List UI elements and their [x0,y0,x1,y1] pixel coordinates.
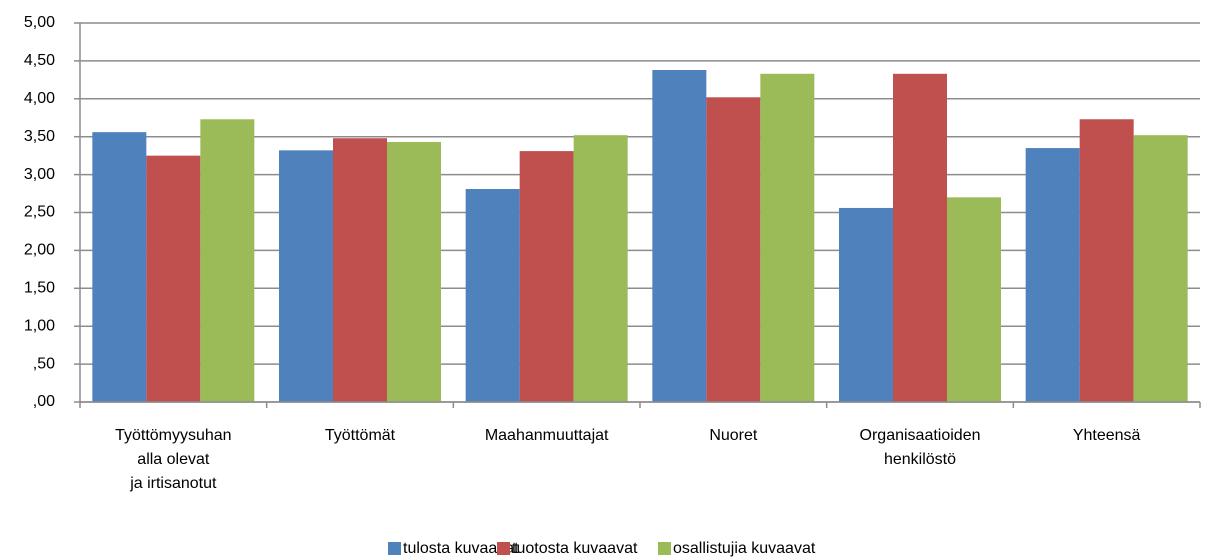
bar [573,135,628,402]
bar [1133,135,1188,402]
y-tick-label: 2,00 [24,242,55,259]
x-tick-label: Nuoret [709,427,758,444]
bar [839,207,893,402]
y-tick-label: ,00 [33,393,55,410]
legend-swatch [388,542,401,555]
y-tick-label: 4,00 [24,90,55,107]
bar [947,197,1001,402]
y-tick-label: 2,50 [24,204,55,221]
legend-swatch [658,542,671,555]
y-tick-label: ,50 [33,355,55,372]
legend-label: osallistujia kuvaavat [673,540,816,557]
bar [519,151,574,402]
bar [92,132,147,403]
bar [652,69,707,402]
bar [1025,148,1080,402]
bar [465,189,520,402]
x-tick-label: Organisaatioiden henkilöstö [859,427,981,468]
x-tick-label: Työttömät [324,427,396,444]
bar [1079,119,1134,403]
legend-label: tuotosta kuvaavat [512,540,638,557]
legend-swatch [497,542,510,555]
bar [387,142,441,403]
x-tick-label: Työttömyysuhan alla olevat ja irtisanotu… [115,427,232,492]
x-tick-label: Maahanmuuttajat [484,427,609,444]
bar [333,138,387,402]
bar [200,119,255,403]
x-tick-label: Yhteensä [1072,427,1141,444]
bar [279,150,333,402]
bar [760,73,815,402]
y-tick-label: 4,50 [24,52,55,69]
bar [706,97,761,402]
y-tick-label: 1,50 [24,280,55,297]
bar [146,155,201,402]
legend-label: tulosta kuvaavat [403,540,519,557]
y-tick-label: 5,00 [24,14,55,31]
y-tick-label: 3,00 [24,166,55,183]
y-tick-label: 3,50 [24,128,55,145]
bar [893,73,947,402]
y-tick-label: 1,00 [24,317,55,334]
